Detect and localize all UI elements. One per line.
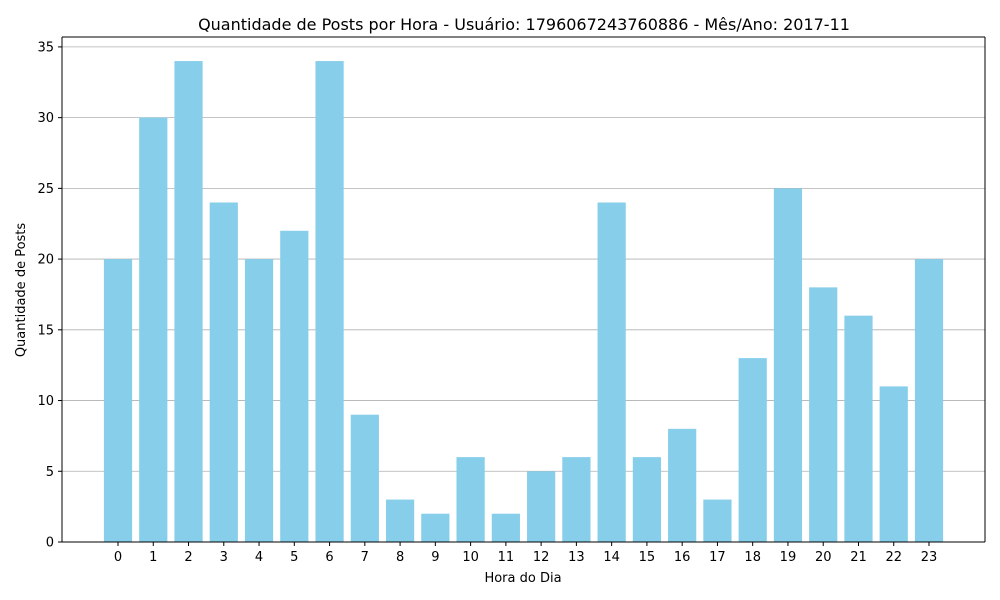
bar-hour-11 (491, 513, 520, 542)
bar-hour-10 (456, 457, 485, 542)
x-tick-label: 13 (568, 550, 585, 565)
y-axis-label: Quantidade de Posts (14, 223, 29, 358)
x-tick-label: 20 (815, 550, 832, 565)
x-tick-label: 19 (780, 550, 797, 565)
x-tick-label: 22 (885, 550, 902, 565)
bar-hour-6 (315, 61, 344, 543)
bar-hour-22 (879, 386, 908, 542)
bar-hour-4 (244, 259, 274, 542)
bar-hour-14 (597, 202, 626, 542)
bars (103, 61, 944, 543)
x-tick-label: 1 (149, 550, 157, 565)
bar-hour-5 (280, 230, 309, 542)
x-axis-ticks: 0 1 2 3 4 5 6 7 8 9 10 11 12 13 14 15 16 17 18 19 20 21 22 23 (114, 542, 937, 565)
bar-hour-1 (139, 117, 168, 542)
bar-hour-17 (703, 499, 732, 542)
bar-hour-2 (174, 61, 203, 543)
bar-hour-19 (773, 188, 803, 542)
y-tick-label: 30 (37, 111, 54, 126)
x-tick-label: 4 (255, 550, 263, 565)
x-tick-label: 21 (850, 550, 867, 565)
bar-hour-12 (527, 471, 556, 542)
x-tick-label: 3 (220, 550, 228, 565)
chart-title: Quantidade de Posts por Hora - Usuário: … (198, 15, 850, 34)
x-tick-label: 5 (290, 550, 298, 565)
y-tick-label: 15 (37, 323, 54, 338)
x-tick-label: 10 (462, 550, 479, 565)
x-tick-label: 23 (921, 550, 938, 565)
x-tick-label: 16 (674, 550, 691, 565)
y-tick-label: 25 (37, 182, 54, 197)
bar-hour-23 (914, 259, 944, 542)
x-tick-label: 9 (431, 550, 439, 565)
bar-hour-7 (350, 414, 379, 542)
y-tick-label: 0 (46, 536, 54, 551)
bar-hour-3 (209, 202, 238, 542)
x-tick-label: 2 (184, 550, 192, 565)
bar-hour-9 (421, 513, 450, 542)
y-axis-ticks: 0 5 10 15 20 25 30 35 (37, 40, 62, 551)
bar-hour-20 (809, 287, 838, 542)
bar-hour-18 (738, 358, 767, 542)
bar-hour-13 (562, 457, 591, 542)
bar-hour-15 (632, 457, 662, 542)
x-tick-label: 6 (325, 550, 333, 565)
y-tick-label: 10 (37, 394, 54, 409)
x-tick-label: 15 (639, 550, 656, 565)
x-tick-label: 11 (498, 550, 515, 565)
x-tick-label: 18 (744, 550, 761, 565)
x-tick-label: 14 (603, 550, 620, 565)
x-axis-label: Hora do Dia (484, 571, 561, 586)
x-tick-label: 7 (361, 550, 369, 565)
y-tick-label: 35 (37, 40, 54, 55)
y-tick-label: 20 (37, 253, 54, 268)
bar-hour-16 (668, 428, 697, 542)
bar-hour-8 (385, 499, 415, 542)
bar-hour-21 (844, 315, 873, 542)
x-tick-label: 0 (114, 550, 122, 565)
x-tick-label: 12 (533, 550, 550, 565)
bar-hour-0 (103, 259, 133, 542)
x-tick-label: 8 (396, 550, 404, 565)
y-tick-label: 5 (46, 465, 54, 480)
x-tick-label: 17 (709, 550, 726, 565)
